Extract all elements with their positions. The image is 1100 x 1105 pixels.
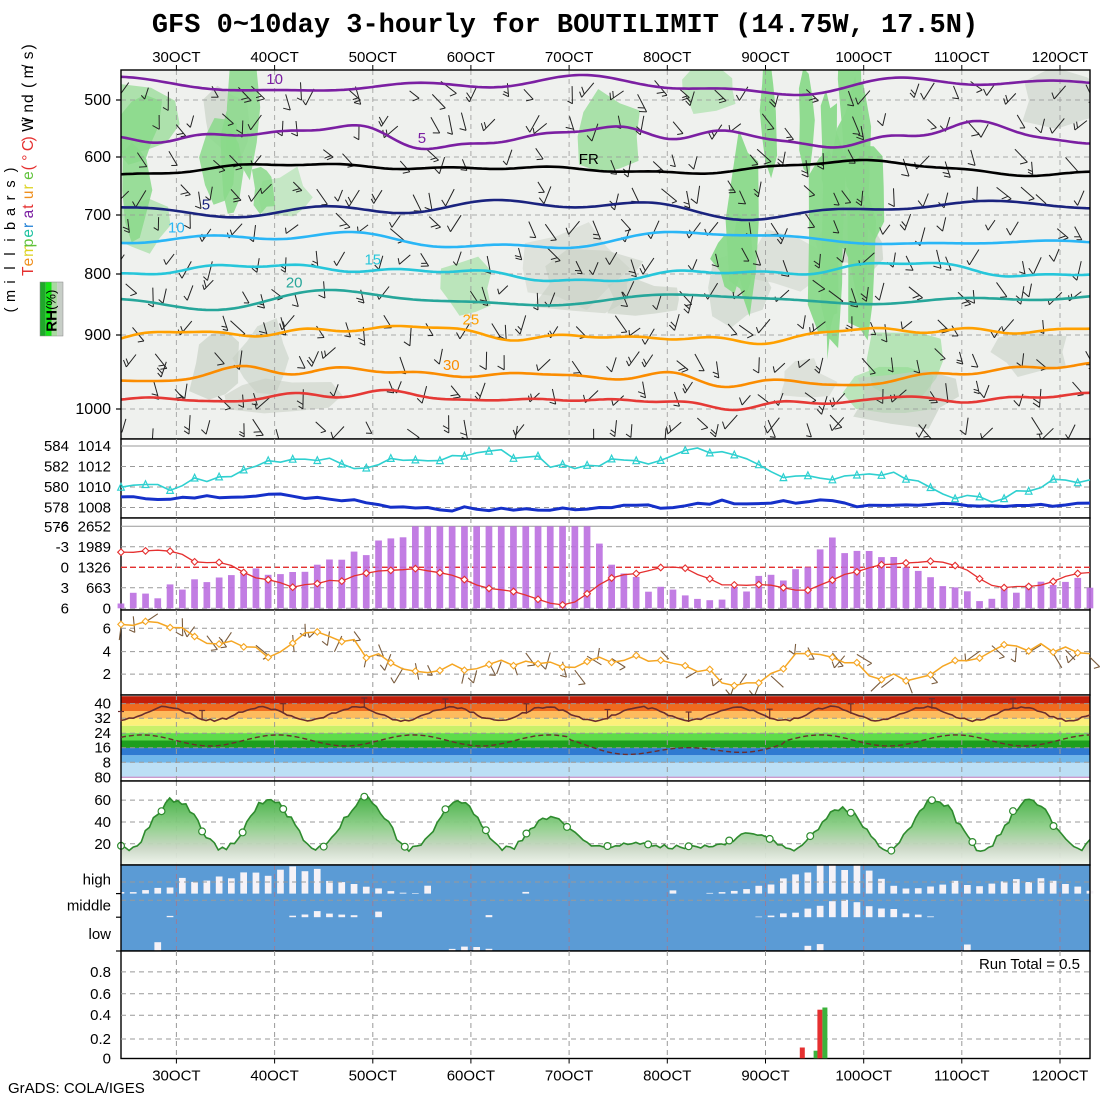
svg-text:582: 582 [44,459,69,476]
svg-text:40OCT: 40OCT [250,49,298,66]
svg-text:1000: 1000 [75,401,111,418]
svg-text:120OCT: 120OCT [1032,49,1089,66]
svg-text:2: 2 [103,666,111,683]
svg-text:GrADS: COLA/IGES: GrADS: COLA/IGES [8,1080,145,1097]
svg-text:s: s [3,180,19,187]
svg-text:80OCT: 80OCT [643,1068,691,1085]
svg-text:3: 3 [61,580,69,597]
svg-text:low: low [88,926,111,943]
svg-text:GFS 0~10day 3-hourly for BOUTI: GFS 0~10day 3-hourly for BOUTILIMIT (14.… [152,11,978,41]
svg-text:0.4: 0.4 [90,1007,111,1024]
svg-text:120OCT: 120OCT [1032,1068,1089,1085]
svg-text:700: 700 [84,207,111,224]
svg-text:1326: 1326 [78,559,111,576]
svg-text:10: 10 [168,220,185,237]
svg-text:663: 663 [86,580,111,597]
svg-text:100OCT: 100OCT [835,1068,892,1085]
svg-text:4: 4 [103,644,111,661]
svg-text:70OCT: 70OCT [545,1068,593,1085]
svg-text:a: a [3,207,19,216]
svg-text:Run Total = 0.5: Run Total = 0.5 [979,956,1080,973]
svg-text:i: i [3,280,19,283]
svg-text:b: b [3,222,19,230]
svg-text:1014: 1014 [78,438,111,455]
svg-text:5: 5 [202,196,210,213]
svg-text:6: 6 [103,620,111,637]
svg-text:-6: -6 [56,518,69,535]
svg-text:60: 60 [94,792,111,809]
svg-text:0.2: 0.2 [90,1031,111,1048]
svg-text:RH: RH [44,310,61,332]
svg-text:FR: FR [579,151,599,168]
svg-text:m: m [3,290,19,302]
svg-text:584: 584 [44,438,69,455]
svg-text:110OCT: 110OCT [934,1068,990,1085]
svg-text:2652: 2652 [78,518,111,535]
svg-text:60OCT: 60OCT [447,49,495,66]
svg-text:500: 500 [84,92,111,109]
svg-text:): ) [3,168,19,173]
svg-text:30OCT: 30OCT [152,1068,200,1085]
svg-text:0: 0 [61,559,69,576]
svg-text:(: ( [3,307,19,312]
svg-text:30: 30 [443,357,460,374]
svg-text:580: 580 [44,479,69,496]
svg-text:70OCT: 70OCT [545,49,593,66]
svg-text:900: 900 [84,327,111,344]
svg-text:(%): (%) [44,290,59,310]
svg-text:40OCT: 40OCT [250,1068,298,1085]
svg-text:0.8: 0.8 [90,964,111,981]
svg-text:1012: 1012 [78,459,111,476]
svg-text:1010: 1010 [78,479,111,496]
svg-text:50OCT: 50OCT [349,1068,397,1085]
svg-text:60OCT: 60OCT [447,1068,495,1085]
svg-text:50OCT: 50OCT [349,49,397,66]
svg-text:1989: 1989 [78,539,111,556]
svg-text:80OCT: 80OCT [643,49,691,66]
svg-text:r: r [3,195,19,200]
svg-text:20: 20 [286,275,303,292]
svg-text:6: 6 [61,600,69,617]
svg-text:90OCT: 90OCT [741,49,789,66]
svg-text:middle: middle [67,897,111,914]
svg-text:5: 5 [418,130,426,147]
svg-text:20: 20 [94,836,111,853]
svg-text:600: 600 [84,149,111,166]
svg-text:l: l [3,252,19,255]
svg-text:110OCT: 110OCT [934,49,990,66]
svg-text:i: i [3,238,19,241]
svg-text:-3: -3 [56,539,69,556]
svg-text:0.6: 0.6 [90,986,111,1003]
svg-text:100OCT: 100OCT [835,49,892,66]
svg-text:80: 80 [94,769,111,786]
svg-text:l: l [3,266,19,269]
svg-text:Temperature(°C)Wind (m/s): Temperature(°C)Wind (m/s) [20,44,37,276]
svg-text:30OCT: 30OCT [152,49,200,66]
svg-text:578: 578 [44,500,69,517]
svg-text:1008: 1008 [78,500,111,517]
svg-text:0: 0 [103,600,111,617]
svg-text:90OCT: 90OCT [741,1068,789,1085]
svg-text:25: 25 [463,312,480,329]
svg-text:10: 10 [266,71,283,88]
svg-text:15: 15 [364,252,381,269]
svg-text:high: high [83,871,111,888]
svg-text:800: 800 [84,266,111,283]
svg-text:0: 0 [103,1050,111,1067]
svg-text:40: 40 [94,814,111,831]
